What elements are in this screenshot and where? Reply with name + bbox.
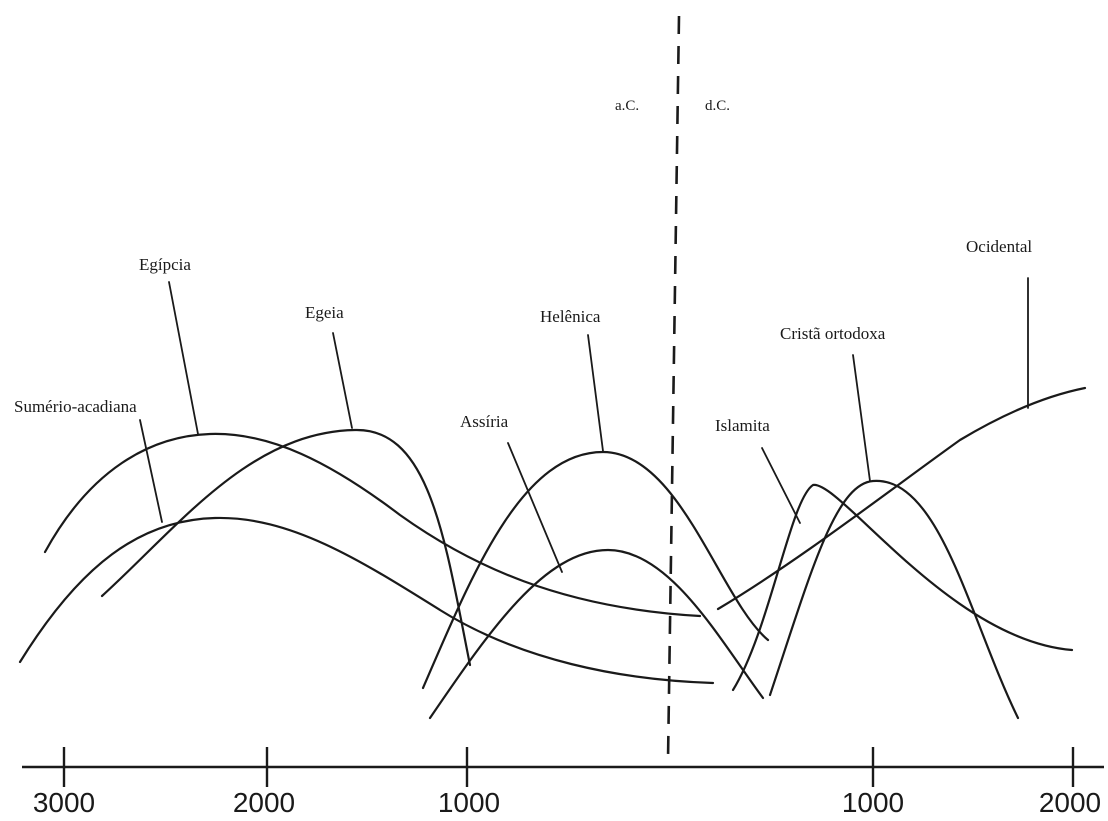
tick-label: 1000 [438,787,500,818]
label-crista-ortodoxa: Cristã ortodoxa [780,324,886,343]
tick-label: 2000 [1039,787,1101,818]
tick-label: 2000 [233,787,295,818]
curve-egipcia [43,432,702,618]
curve-crista-ortodoxa [768,479,1020,720]
curve-sumerio-acadiana [18,516,715,685]
leader-crista-ortodoxa [852,354,871,482]
label-egeia: Egeia [305,303,344,322]
leader-egeia [332,332,353,429]
curve-islamita [731,483,1074,692]
label-islamita: Islamita [715,416,770,435]
label-sumerio-acadiana: Sumério-acadiana [14,397,137,416]
label-leaders [139,277,1029,573]
leader-assiria [507,442,563,573]
curve-ocidental [716,386,1087,611]
time-axis: 3000 2000 1000 1000 2000 [22,747,1104,818]
tick-label: 3000 [33,787,95,818]
curve-egeia [100,428,472,667]
era-label-bc: a.C. [615,98,639,114]
leader-helenica [587,334,604,452]
label-helenica: Helênica [540,307,601,326]
tick-label: 1000 [842,787,904,818]
curve-helenica [421,450,770,690]
label-ocidental: Ocidental [966,237,1032,256]
era-label-ad: d.C. [705,98,730,114]
bc-ad-divider [666,15,681,761]
civilization-labels: Egípcia Sumério-acadiana Egeia Helênica … [14,237,1032,435]
label-egipcia: Egípcia [139,255,191,274]
leader-egipcia [168,281,199,435]
leader-islamita [761,447,801,524]
curve-assiria [428,548,765,720]
label-assiria: Assíria [460,412,509,431]
leader-sumerio-acadiana [139,419,163,523]
civilization-curves [18,386,1087,720]
